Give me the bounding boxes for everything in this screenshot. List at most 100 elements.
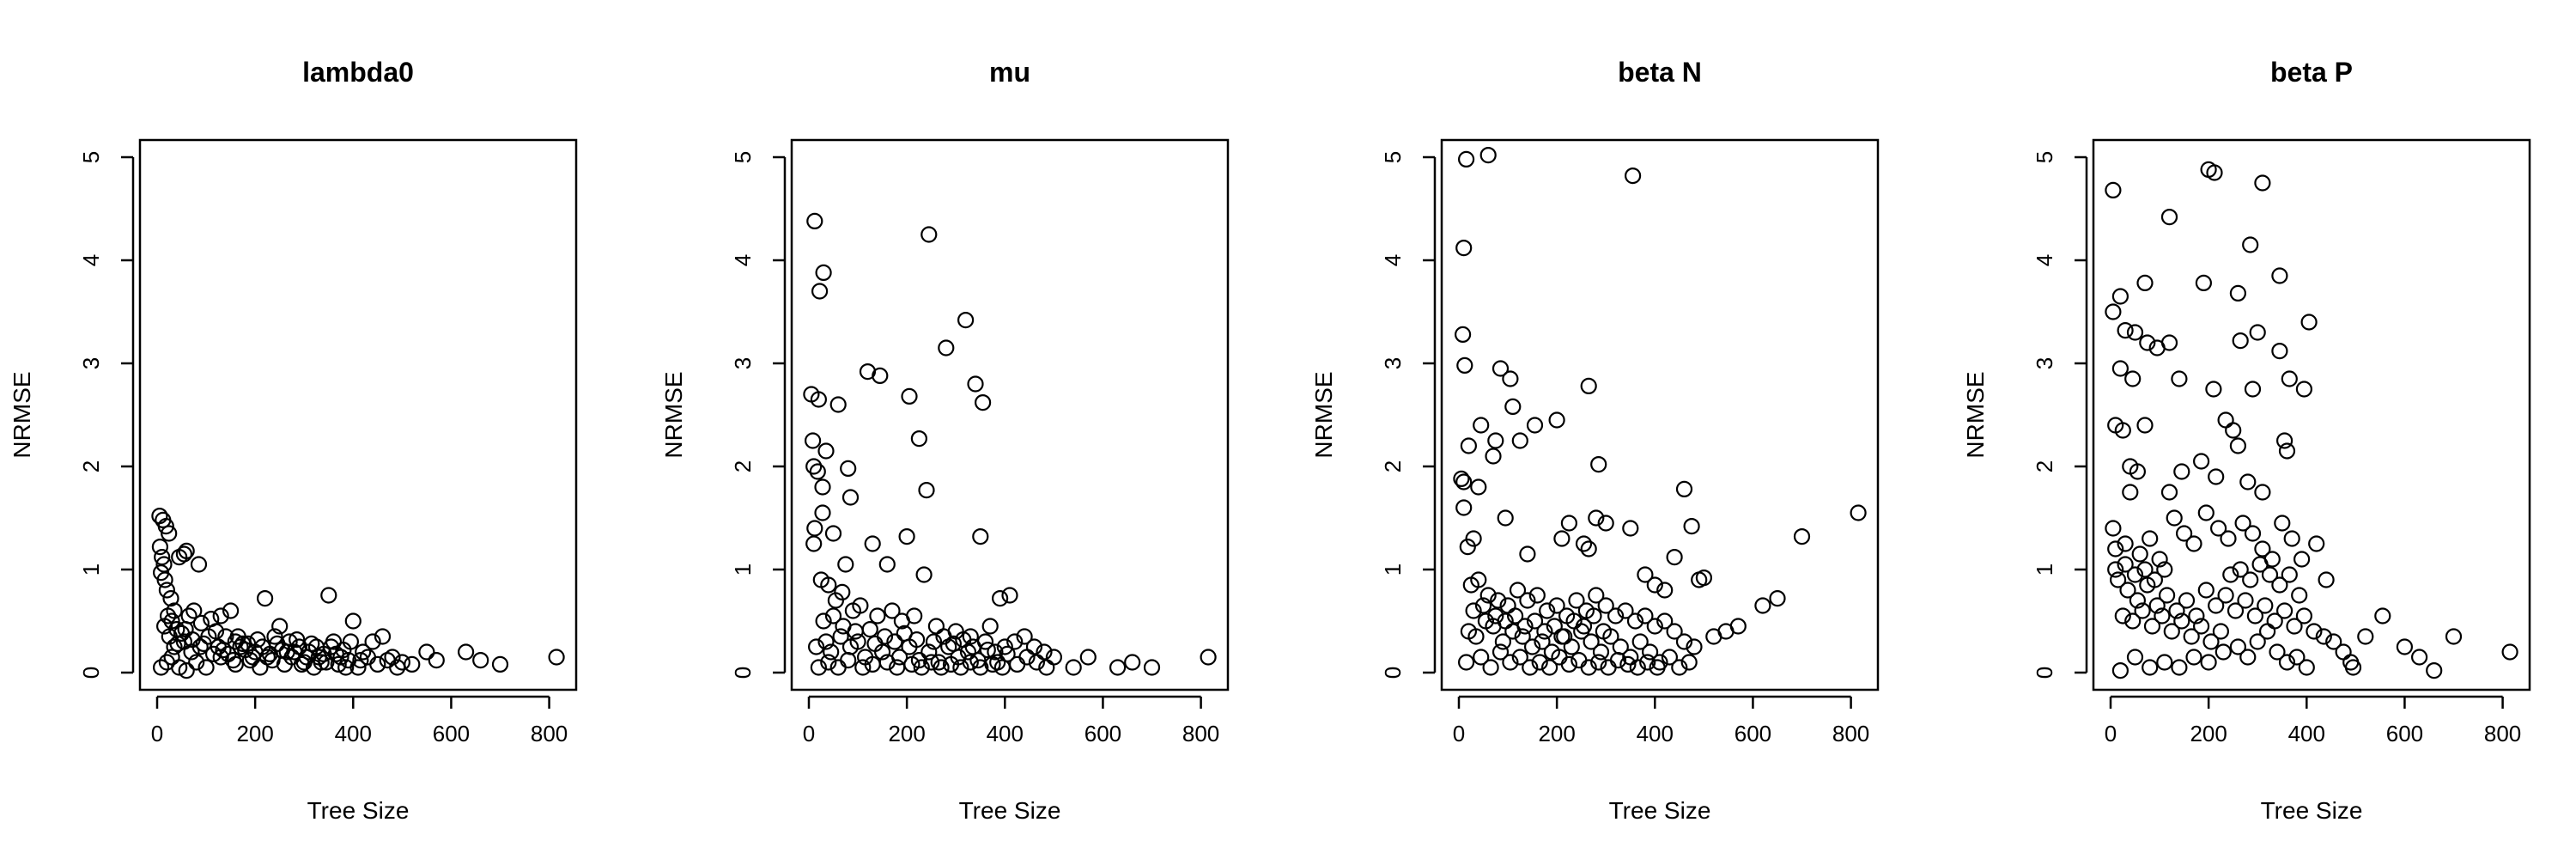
data-point: [2278, 442, 2296, 460]
data-point: [1548, 597, 1565, 614]
data-point: [1631, 633, 1649, 650]
data-point: [2111, 288, 2129, 305]
chart-title: beta N: [1618, 57, 1702, 88]
data-point: [2122, 484, 2139, 501]
data-point: [318, 654, 335, 671]
data-point: [1575, 535, 1593, 552]
data-point: [2295, 381, 2312, 398]
data-point: [903, 655, 920, 673]
data-point: [957, 312, 975, 329]
data-point: [1200, 649, 1217, 666]
data-point: [2276, 432, 2293, 449]
data-point: [832, 628, 849, 645]
data-point: [2261, 566, 2279, 583]
data-point: [1514, 628, 1531, 645]
data-point: [2185, 535, 2202, 552]
data-point: [153, 659, 170, 676]
data-point: [1622, 520, 1639, 537]
data-point: [2210, 520, 2227, 537]
data-point: [2315, 628, 2332, 645]
data-point: [2242, 236, 2259, 253]
data-point: [320, 587, 337, 604]
data-point: [2251, 556, 2269, 573]
data-point: [1675, 633, 1693, 650]
y-tick-label: 5: [1380, 151, 1406, 163]
chart-panel-2: mu 0 200 400 600 800 0 1 2 3 4 5 Tree Size NRMSE: [660, 57, 1230, 824]
data-point: [1590, 455, 1607, 473]
data-point: [2271, 343, 2288, 360]
data-point: [2501, 643, 2518, 661]
data-point: [2229, 284, 2246, 302]
data-point: [491, 655, 509, 673]
x-tick-label: 0: [151, 721, 163, 746]
data-point: [1597, 515, 1614, 532]
data-point: [852, 597, 869, 614]
data-point: [945, 635, 963, 653]
data-point: [2168, 602, 2185, 619]
data-point: [2232, 561, 2249, 578]
data-point: [1597, 597, 1614, 614]
data-point: [847, 623, 864, 640]
data-point: [2271, 576, 2288, 594]
data-point: [2114, 607, 2131, 624]
data-point: [2197, 504, 2215, 521]
data-point: [820, 576, 837, 594]
data-point: [2212, 623, 2229, 640]
x-tick-label: 0: [1453, 721, 1465, 746]
data-point: [2232, 332, 2249, 350]
data-point: [967, 375, 984, 393]
data-point: [1494, 633, 1512, 650]
data-point: [1534, 633, 1551, 650]
data-point: [908, 631, 926, 649]
x-tick-label: 400: [335, 721, 372, 746]
y-tick-label: 2: [1380, 460, 1406, 472]
data-point: [2160, 334, 2178, 351]
data-point: [972, 527, 989, 545]
data-point: [834, 583, 851, 601]
data-point: [1592, 643, 1610, 661]
x-tick-label: 600: [1084, 721, 1121, 746]
data-point: [1455, 499, 1473, 516]
data-point: [1453, 470, 1470, 488]
data-point: [814, 504, 831, 521]
data-point: [2249, 633, 2266, 650]
data-point: [1560, 655, 1578, 673]
data-point: [886, 633, 903, 650]
data-point: [1018, 649, 1036, 666]
data-point: [815, 264, 832, 281]
data-point: [2110, 571, 2127, 588]
data-point: [2129, 592, 2146, 609]
data-point: [1626, 612, 1644, 630]
data-point: [2107, 540, 2124, 557]
data-point: [878, 556, 896, 573]
x-tick-label: 200: [2190, 721, 2227, 746]
data-point: [200, 628, 217, 645]
data-point: [1454, 326, 1472, 343]
data-point: [942, 655, 960, 673]
data-point: [1473, 649, 1490, 666]
data-point: [1641, 643, 1659, 661]
data-point: [2244, 525, 2262, 542]
data-point: [151, 538, 168, 556]
x-tick-label: 400: [2288, 721, 2325, 746]
data-point: [342, 633, 359, 650]
data-point: [1548, 411, 1565, 429]
data-point: [472, 651, 489, 669]
data-point: [938, 339, 955, 356]
data-point: [806, 520, 823, 537]
data-point: [925, 633, 943, 650]
data-point: [2306, 623, 2323, 640]
y-tick-label: 4: [2032, 254, 2057, 266]
data-point: [1504, 398, 1522, 415]
data-point: [1502, 654, 1519, 671]
data-point: [212, 649, 229, 666]
data-point: [972, 659, 989, 676]
data-point: [824, 607, 842, 624]
data-point: [327, 645, 344, 663]
data-point: [2105, 181, 2122, 198]
data-point: [278, 643, 295, 661]
data-point: [1482, 659, 1499, 676]
data-point: [158, 582, 175, 599]
data-point: [1457, 654, 1475, 671]
data-point: [864, 535, 881, 552]
